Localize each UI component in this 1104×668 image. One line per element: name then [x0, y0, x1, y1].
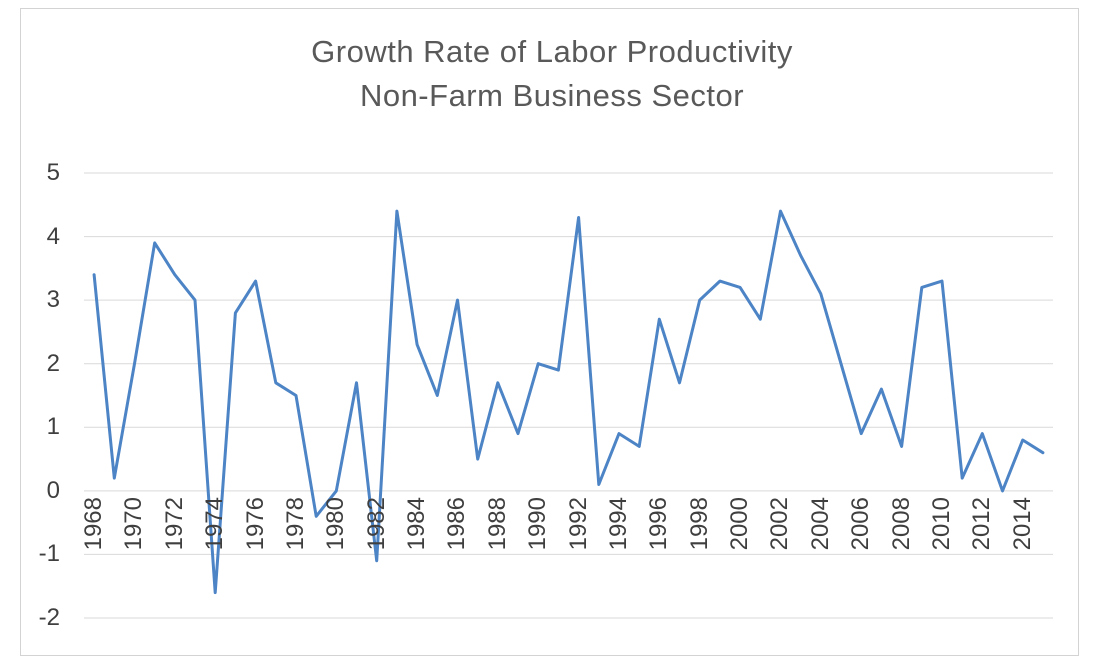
x-tick-label-1970: 1970	[120, 496, 148, 551]
x-tick-label-1968: 1968	[80, 496, 108, 551]
x-tick-label-1980: 1980	[322, 496, 350, 551]
x-tick-label-1972: 1972	[160, 496, 188, 551]
x-tick-label-1996: 1996	[645, 496, 673, 551]
y-tick-label-4: 4	[46, 222, 60, 250]
x-tick-label-1976: 1976	[241, 496, 269, 551]
x-tick-label-1992: 1992	[564, 496, 592, 551]
x-tick-label-1988: 1988	[483, 496, 511, 551]
x-tick-label-2008: 2008	[887, 496, 915, 551]
chart-title: Growth Rate of Labor Productivity Non-Fa…	[0, 30, 1104, 118]
x-tick-label-2002: 2002	[766, 496, 794, 551]
y-tick-label-0: 0	[46, 476, 60, 504]
chart-title-line2: Non-Farm Business Sector	[359, 78, 745, 113]
x-tick-label-2012: 2012	[968, 496, 996, 551]
x-tick-label-1998: 1998	[685, 496, 713, 551]
x-tick-label-2000: 2000	[726, 496, 754, 551]
y-tick-label--2: -2	[38, 604, 60, 631]
x-tick-label-1984: 1984	[403, 496, 431, 551]
chart-border	[20, 8, 1079, 656]
x-tick-label-1974: 1974	[201, 496, 229, 551]
x-tick-label-1994: 1994	[604, 496, 632, 551]
y-tick-label-5: 5	[46, 159, 60, 186]
x-tick-label-2004: 2004	[806, 496, 834, 551]
y-tick-label-3: 3	[46, 286, 60, 314]
y-tick-label-2: 2	[46, 349, 60, 377]
growth-rate-line-series	[92, 209, 1045, 595]
x-tick-label-1978: 1978	[281, 496, 309, 551]
x-tick-label-2014: 2014	[1008, 496, 1036, 551]
x-tick-label-1986: 1986	[443, 496, 471, 551]
y-tick-label--1: -1	[38, 540, 60, 568]
x-tick-label-1982: 1982	[362, 496, 390, 551]
growth-rate-line	[92, 209, 1045, 595]
x-tick-label-2006: 2006	[847, 496, 875, 551]
chart-title-line1: Growth Rate of Labor Productivity	[311, 34, 793, 69]
y-tick-label-1: 1	[46, 413, 60, 441]
x-tick-label-1990: 1990	[524, 496, 552, 551]
x-tick-label-2010: 2010	[927, 496, 955, 551]
